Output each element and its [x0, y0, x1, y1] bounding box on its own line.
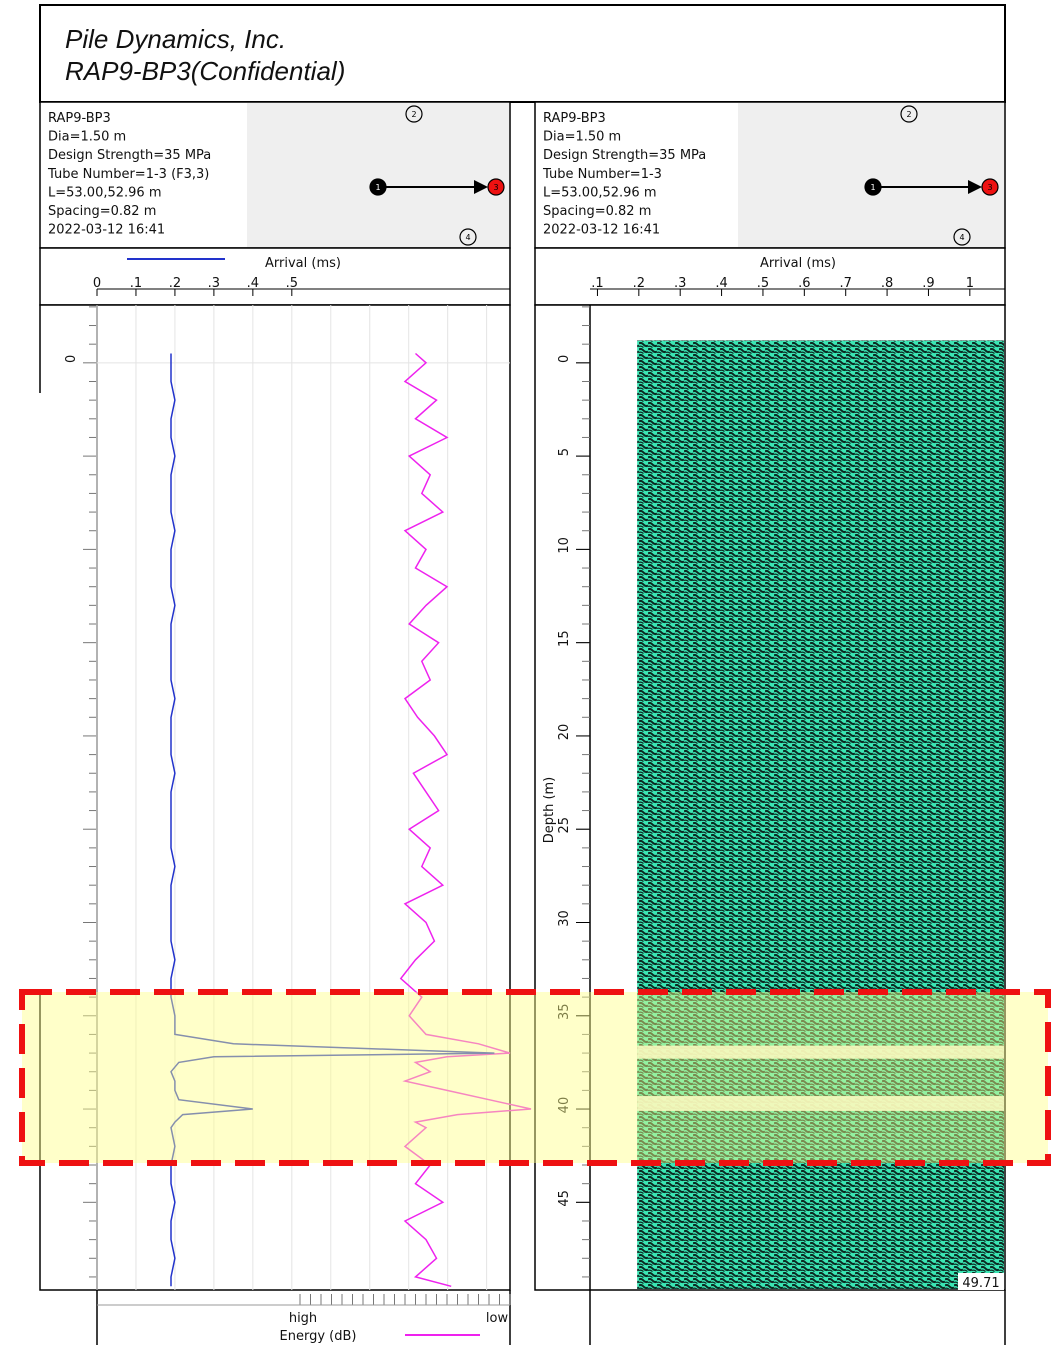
- info-line: Spacing=0.82 m: [543, 204, 651, 219]
- x-tick-label: .7: [839, 276, 851, 291]
- x-tick-label: 0: [93, 276, 101, 291]
- tube-label: 4: [465, 233, 470, 242]
- x-tick-label: .3: [208, 276, 220, 291]
- x-tick-label: .5: [286, 276, 298, 291]
- x-tick-label: .2: [169, 276, 181, 291]
- tube-label: 2: [906, 110, 911, 119]
- page: Pile Dynamics, Inc. RAP9-BP3(Confidentia…: [0, 0, 1051, 1345]
- info-line: RAP9-BP3: [48, 111, 111, 126]
- x-tick-label: .6: [798, 276, 810, 291]
- x-tick-label: .1: [591, 276, 603, 291]
- tube-label: 2: [411, 110, 416, 119]
- y-tick-label: 0: [557, 355, 572, 363]
- tube-label: 3: [987, 183, 992, 192]
- report: Pile Dynamics, Inc. RAP9-BP3(Confidentia…: [0, 0, 1051, 1345]
- x-tick-label: 1: [966, 276, 974, 291]
- y-axis-label: Depth (m): [542, 777, 557, 844]
- y-tick-label: 45: [557, 1190, 572, 1207]
- x-tick-label: .1: [130, 276, 142, 291]
- y-tick-label: 30: [557, 910, 572, 927]
- tube-label: 1: [870, 183, 875, 192]
- company: Pile Dynamics, Inc.: [65, 24, 286, 54]
- y-tick-label: 10: [557, 537, 572, 554]
- energy-low: low: [486, 1311, 509, 1326]
- energy-label: Energy (dB): [280, 1329, 357, 1344]
- bottom-depth: 49.71: [962, 1276, 999, 1291]
- x-axis-label: Arrival (ms): [760, 256, 836, 271]
- info-line: Design Strength=35 MPa: [48, 148, 211, 163]
- info-line: L=53.00,52.96 m: [543, 185, 657, 200]
- y-tick-label: 0: [64, 355, 79, 363]
- x-tick-label: .9: [922, 276, 934, 291]
- info-line: Dia=1.50 m: [48, 130, 126, 145]
- diagram-area: [247, 103, 509, 247]
- y-tick-label: 15: [557, 630, 572, 647]
- x-tick-label: .4: [715, 276, 727, 291]
- info-line: Dia=1.50 m: [543, 130, 621, 145]
- info-line: RAP9-BP3: [543, 111, 606, 126]
- x-tick-label: .3: [674, 276, 686, 291]
- info-line: Tube Number=1-3: [542, 167, 662, 182]
- x-axis-label: Arrival (ms): [265, 256, 341, 271]
- crop-mask: [38, 393, 80, 993]
- y-tick-label: 20: [557, 724, 572, 741]
- info-line: Design Strength=35 MPa: [543, 148, 706, 163]
- x-tick-label: .5: [757, 276, 769, 291]
- diagram-area: [738, 103, 1004, 247]
- info-line: 2022-03-12 16:41: [543, 223, 660, 238]
- tube-label: 4: [959, 233, 964, 242]
- energy-high: high: [289, 1311, 317, 1326]
- tube-label: 1: [375, 183, 380, 192]
- report-title: RAP9-BP3(Confidential): [65, 56, 345, 86]
- y-tick-label: 25: [557, 817, 572, 834]
- x-tick-label: .4: [247, 276, 259, 291]
- info-line: Tube Number=1-3 (F3,3): [47, 167, 209, 182]
- tube-label: 3: [493, 183, 498, 192]
- info-line: 2022-03-12 16:41: [48, 223, 165, 238]
- info-line: Spacing=0.82 m: [48, 204, 156, 219]
- highlight-box: [22, 992, 1048, 1163]
- x-tick-label: .2: [633, 276, 645, 291]
- x-tick-label: .8: [881, 276, 893, 291]
- info-line: L=53.00,52.96 m: [48, 185, 162, 200]
- y-tick-label: 5: [557, 448, 572, 456]
